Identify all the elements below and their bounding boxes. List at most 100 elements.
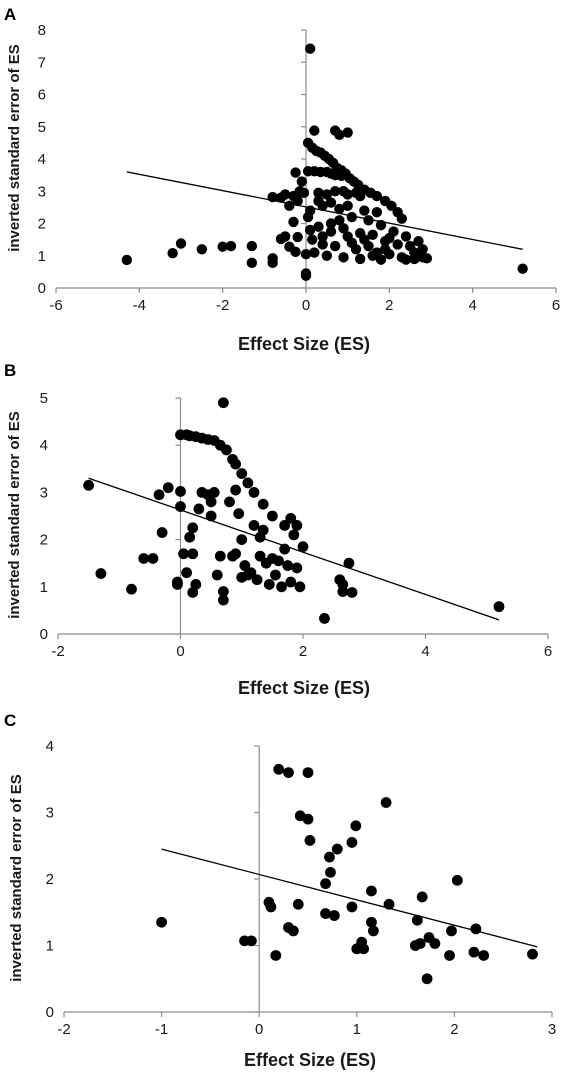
panel-a-data-point: [375, 254, 387, 265]
panel-a-data-point: [342, 200, 353, 211]
panel-c-x-tick-label: 2: [450, 1021, 458, 1038]
panel-a-y-tick-label: 7: [38, 54, 46, 71]
panel-b-data-point: [162, 482, 174, 494]
panel-b-data-point: [190, 579, 202, 590]
panel-a-data-point: [342, 127, 353, 138]
panel-a-data-point: [225, 240, 237, 252]
panel-a-data-point: [309, 125, 320, 136]
panel-a-data-point: [304, 224, 316, 236]
panel-a-data-point: [400, 254, 412, 265]
panel-b-data-point: [343, 557, 355, 569]
panel-c-data-point: [302, 767, 314, 778]
panel-a-data-point: [275, 233, 287, 245]
panel-c: C inverted standard error of ES Effect S…: [4, 711, 556, 1070]
panel-a-x-tick-label: -6: [49, 297, 62, 314]
panel-c-data-point: [444, 950, 455, 961]
panel-b-data-point: [279, 543, 291, 555]
panel-b-y-tick-label: 0: [40, 626, 48, 643]
panel-a-data-point: [288, 216, 299, 228]
panel-b-data-point: [254, 550, 266, 562]
panel-a-data-point: [309, 247, 320, 258]
panel-a-data-point: [367, 250, 378, 261]
panel-b-data-point: [257, 498, 269, 510]
panel-b-data-point: [95, 568, 107, 579]
panel-b-x-tick-label: 2: [299, 643, 307, 660]
panel-a-data-point: [409, 247, 420, 258]
panel-a-data-point: [392, 239, 403, 250]
panel-c-x-axis-title: Effect Size (ES): [244, 1050, 376, 1070]
panel-b-data-point: [493, 601, 505, 613]
panel-b-y-tick-label: 3: [40, 484, 48, 501]
panel-b-data-point: [236, 571, 248, 583]
panel-b-data-point: [285, 576, 297, 588]
panel-b-data-point: [245, 567, 257, 579]
panel-a-data-point: [413, 236, 424, 247]
panel-c-data-point: [346, 837, 358, 848]
panel-a-data-point: [517, 263, 528, 274]
panel-c-x-tick-label: -2: [57, 1021, 70, 1038]
panel-c-data-point: [265, 901, 277, 913]
panel-b-data-point: [291, 562, 303, 574]
panel-a-data-point: [321, 189, 333, 200]
panel-b-data-point: [230, 458, 242, 470]
panel-b-y-tick-label: 1: [40, 579, 48, 596]
panel-a-data-point: [290, 167, 301, 178]
panel-b-data-point: [266, 510, 278, 522]
panel-a-data-point: [325, 197, 337, 208]
panel-b-data-point: [83, 479, 95, 491]
panel-b-data-point: [175, 486, 186, 497]
panel-a-data-point: [375, 219, 387, 231]
panel-b-data-point: [217, 586, 229, 597]
panel-a-data-point: [338, 252, 349, 263]
panel-c-data-point: [358, 943, 370, 955]
panel-b-y-axis-title: inverted standard error of ES: [6, 411, 23, 619]
panel-a-data-point: [336, 170, 347, 181]
panel-c-data-point: [320, 878, 331, 890]
panel-c-data-point: [416, 891, 428, 903]
panel-b-data-point: [236, 534, 248, 545]
panel-a-data-point: [386, 200, 397, 211]
panel-c-data-point: [328, 910, 340, 921]
panel-a-data-point: [313, 195, 324, 207]
panel-a-data-point: [304, 43, 316, 54]
panel-b-data-point: [230, 484, 242, 496]
panel-a-data-point: [317, 239, 328, 250]
panel-c-data-point: [421, 973, 433, 985]
panel-b-data-point: [224, 496, 235, 508]
panel-b-data-point: [178, 548, 189, 560]
panel-b-data-point: [233, 508, 245, 520]
panel-b-data-point: [337, 579, 349, 590]
panel-b-data-point: [153, 489, 165, 501]
panel-a-data-point: [217, 241, 228, 252]
panel-a-data-point: [334, 203, 345, 215]
panel-a-x-tick-label: -2: [216, 297, 229, 314]
panel-a-data-point: [267, 191, 278, 203]
panel-b-data-point: [276, 581, 287, 593]
panel-c-x-tick-label: -1: [155, 1021, 168, 1038]
panel-c-data-point: [451, 874, 463, 886]
panel-c-x-tick-label: 0: [255, 1021, 263, 1038]
panel-c-data-point: [287, 925, 299, 937]
panel-a-data-point: [321, 250, 333, 261]
panel-b-data-point: [291, 520, 303, 531]
panel-a-data-point: [342, 189, 353, 200]
panel-b-data-point: [346, 587, 358, 598]
panel-a-x-tick-label: 4: [468, 297, 476, 314]
panel-b-data-point: [214, 550, 226, 562]
panel-b-data-point: [319, 613, 330, 624]
panel-a-data-point: [300, 268, 312, 279]
panel-b-x-tick-label: 0: [176, 643, 184, 660]
panel-a-data-point: [371, 207, 383, 218]
panel-a-data-point: [371, 190, 383, 202]
panel-a-data-point: [396, 213, 408, 224]
panel-a-y-tick-label: 0: [38, 280, 46, 297]
panel-b-data-point: [248, 520, 260, 531]
panel-c-data-point: [380, 797, 392, 808]
panel-a-data-point: [400, 231, 412, 242]
panel-c-y-tick-label: 4: [46, 738, 54, 755]
panel-b-data-point: [221, 444, 232, 456]
panel-c-x-tick-label: 3: [548, 1021, 556, 1038]
panel-c-data-point: [346, 901, 358, 913]
panel-b-data-point: [282, 560, 294, 571]
